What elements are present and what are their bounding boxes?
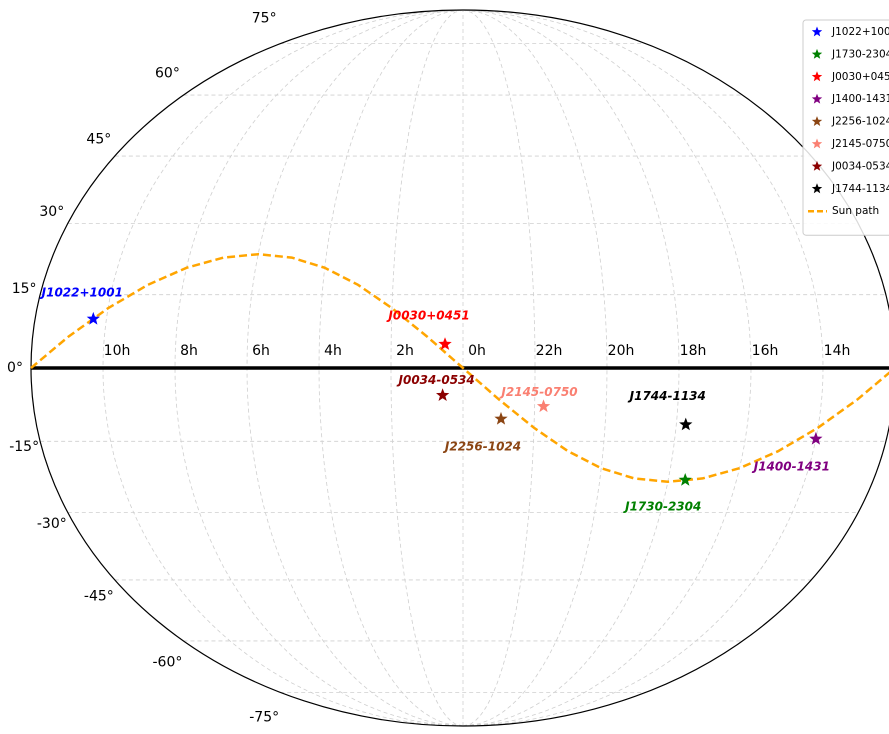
legend-swatch [811, 26, 823, 37]
legend-swatch [811, 183, 823, 194]
legend-box [802, 19, 889, 236]
y-tick-label: 60° [155, 66, 180, 82]
sun-path-line [30, 252, 889, 484]
star-marker [86, 311, 100, 325]
y-tick-label: 15° [12, 281, 37, 297]
x-tick-label: 4h [324, 343, 342, 359]
legend-label: J1022+1001 [831, 26, 889, 38]
legend-label: J1730-2304 [831, 48, 889, 60]
legend-label: J2145-0750 [831, 138, 889, 150]
star-marker [436, 388, 450, 401]
y-tick-label: 75° [252, 10, 277, 26]
x-tick-label: 10h [104, 343, 131, 359]
point-annotation: J1730-2304 [623, 500, 701, 514]
x-tick-label: 18h [680, 343, 707, 359]
grid [31, 9, 889, 727]
x-tick-label: 14h [824, 343, 851, 359]
legend-swatch [811, 48, 823, 59]
legend-swatch [811, 160, 823, 171]
y-tick-label: -45° [84, 589, 114, 605]
legend-swatch [811, 116, 823, 126]
legend-label: Sun path [832, 205, 879, 217]
point-annotation: J0030+0451 [386, 309, 469, 323]
y-tick-label: 30° [39, 204, 64, 220]
legend-label: J2256-1024 [831, 116, 889, 128]
point-annotation: J1022+1001 [40, 285, 123, 299]
y-tick-label: 0° [7, 360, 23, 376]
legend-label: J0030+0451 [831, 71, 889, 83]
legend-label: J1744-1134 [831, 183, 889, 195]
y-tick-label: -15° [9, 439, 39, 455]
star-marker [438, 337, 452, 350]
legend-swatch [811, 138, 823, 149]
point-annotation: J0034-0534 [397, 373, 475, 387]
star-marker [679, 417, 693, 431]
x-tick-label: 2h [396, 343, 414, 359]
x-tick-label: 20h [608, 343, 635, 359]
labels: 10h 8h 6h 4h 2h 0h 22h 20h 18h 16h 14h -75° -60° -45°… [7, 10, 850, 725]
star-marker [494, 411, 508, 425]
point-annotation: J2256-1024 [443, 439, 521, 453]
star-marker [536, 399, 551, 413]
legend-label: J1400-1431 [831, 93, 889, 105]
point-annotation: J1744-1134 [628, 389, 706, 403]
legend: J1022+1001 J1730-2304 J0030+0451 J1400-1431… [802, 19, 889, 236]
point-annotation: J1400-1431 [752, 459, 830, 473]
star-marker [678, 473, 692, 486]
y-tick-label: -75° [249, 710, 279, 726]
x-tick-label: 8h [180, 343, 198, 359]
grid-line [462, 9, 536, 727]
y-tick-label: 45° [86, 131, 111, 147]
x-tick-label: 0h [468, 343, 486, 359]
legend-label: J0034-0534 [831, 160, 889, 172]
x-tick-label: 16h [752, 343, 779, 359]
legend-swatch [811, 93, 823, 104]
x-tick-label: 6h [252, 343, 270, 359]
star-marker [809, 431, 823, 445]
point-annotation: J2145-0750 [499, 385, 577, 399]
legend-swatch [811, 71, 823, 82]
y-tick-label: -60° [153, 654, 183, 670]
marks [30, 252, 889, 486]
y-tick-label: -30° [37, 516, 67, 532]
x-tick-label: 22h [536, 343, 563, 359]
